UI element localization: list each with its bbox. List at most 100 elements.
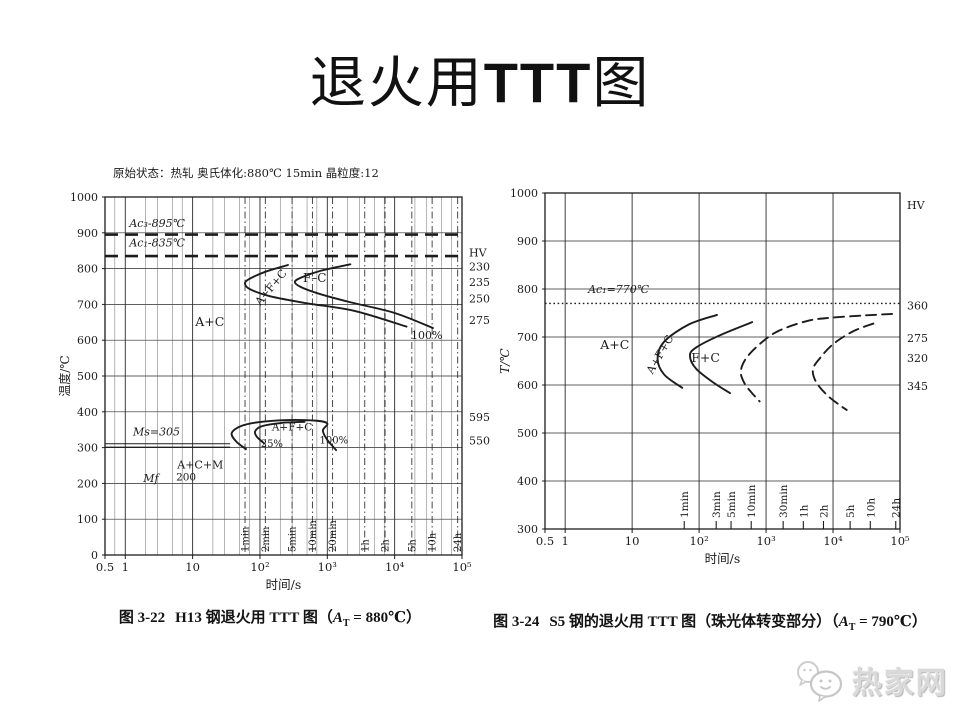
svg-text:3min: 3min (711, 491, 723, 518)
svg-text:A+F+C: A+F+C (271, 421, 313, 433)
svg-text:1000: 1000 (70, 191, 98, 204)
watermark: 热家网 (794, 658, 948, 702)
svg-text:10³: 10³ (318, 560, 338, 574)
svg-text:30min: 30min (778, 484, 790, 518)
svg-text:2min: 2min (261, 526, 272, 552)
svg-text:10: 10 (625, 534, 640, 548)
caption-left-number: 图 3-22 (118, 610, 166, 626)
svg-text:1h: 1h (360, 539, 371, 552)
svg-text:700: 700 (77, 298, 98, 311)
svg-text:600: 600 (77, 334, 98, 347)
caption-left-symbol: A (332, 610, 343, 626)
chat-bubbles-icon (797, 661, 843, 702)
svg-text:345: 345 (907, 380, 928, 393)
svg-text:10²: 10² (689, 534, 708, 548)
svg-text:1h: 1h (798, 504, 810, 518)
svg-text:A+F+C: A+F+C (252, 267, 290, 309)
svg-text:10⁴: 10⁴ (385, 560, 405, 574)
svg-text:300: 300 (517, 523, 538, 536)
title-text-post: 图 (592, 53, 651, 115)
caption-right-subscript: T (848, 622, 856, 633)
svg-text:25%: 25% (261, 439, 283, 450)
svg-text:10min: 10min (308, 520, 319, 552)
svg-text:200: 200 (77, 477, 98, 490)
svg-text:800: 800 (517, 283, 538, 296)
svg-text:900: 900 (77, 227, 98, 240)
svg-text:100%: 100% (320, 435, 349, 446)
svg-text:T/℃: T/℃ (498, 348, 512, 374)
svg-text:A+C: A+C (599, 337, 629, 352)
svg-text:400: 400 (77, 406, 98, 419)
title-text-pre: 退火用 (309, 53, 484, 115)
svg-text:550: 550 (469, 434, 490, 447)
svg-text:10: 10 (185, 560, 200, 574)
svg-text:275: 275 (907, 332, 928, 345)
svg-text:595: 595 (469, 411, 490, 424)
svg-text:A+C+M: A+C+M (176, 459, 223, 472)
svg-text:0: 0 (91, 549, 98, 562)
svg-text:0.5: 0.5 (536, 534, 554, 548)
svg-text:1000: 1000 (510, 187, 538, 200)
svg-text:时间/s: 时间/s (266, 577, 302, 592)
watermark-text: 热家网 (852, 667, 948, 700)
svg-text:Ac₃-895℃: Ac₃-895℃ (128, 217, 185, 230)
caption-left-body: H13 钢退火用 TTT 图（ (175, 610, 333, 626)
svg-text:时间/s: 时间/s (705, 551, 741, 566)
svg-text:1min: 1min (241, 526, 252, 552)
svg-text:600: 600 (517, 379, 538, 392)
svg-text:Mf: Mf (142, 472, 160, 485)
svg-text:100: 100 (77, 513, 98, 526)
svg-text:0.5: 0.5 (96, 560, 114, 574)
svg-text:10min: 10min (746, 484, 758, 518)
svg-text:5min: 5min (288, 526, 299, 552)
svg-text:5h: 5h (407, 539, 418, 552)
svg-text:F–C: F–C (303, 271, 327, 285)
svg-text:1: 1 (122, 560, 129, 574)
svg-text:10⁵: 10⁵ (452, 560, 472, 574)
svg-text:Ms=305: Ms=305 (132, 425, 180, 438)
svg-text:20min: 20min (328, 520, 339, 552)
svg-text:800: 800 (77, 263, 98, 276)
svg-text:900: 900 (517, 235, 538, 248)
svg-text:10³: 10³ (756, 534, 776, 548)
title-text-ttt: TTT (483, 51, 593, 114)
caption-figure-3-24: 图 3-24 S5 钢的退火用 TTT 图（珠光体转变部分）（AT = 790℃） (470, 610, 950, 633)
svg-text:F+C: F+C (691, 350, 720, 365)
caption-figure-3-22: 图 3-22 H13 钢退火用 TTT 图（AT = 880℃） (50, 606, 490, 629)
caption-right-symbol: A (838, 614, 849, 630)
svg-text:10²: 10² (250, 560, 269, 574)
svg-text:400: 400 (517, 475, 538, 488)
svg-text:10⁵: 10⁵ (890, 534, 910, 548)
svg-text:24h: 24h (891, 498, 903, 518)
svg-text:1: 1 (561, 534, 568, 548)
svg-text:1min: 1min (679, 491, 691, 518)
svg-text:10h: 10h (865, 498, 877, 518)
svg-text:Ac₁=770℃: Ac₁=770℃ (587, 283, 650, 296)
svg-text:10⁴: 10⁴ (823, 534, 843, 548)
svg-text:5h: 5h (845, 504, 857, 518)
svg-text:300: 300 (77, 442, 98, 455)
svg-text:A+F+C: A+F+C (643, 333, 676, 377)
svg-text:250: 250 (469, 293, 490, 306)
ttt-chart-s5: 1min 3min 5min 10min 30min 1h 2h 5h 10h 24h Ac₁=77… (498, 187, 928, 566)
caption-right-tail: = 790℃） (855, 614, 927, 630)
svg-text:温度/℃: 温度/℃ (57, 355, 72, 396)
svg-text:5min: 5min (726, 491, 738, 518)
svg-text:2h: 2h (818, 504, 830, 518)
svg-text:360: 360 (907, 299, 928, 312)
caption-left-tail: = 880℃） (349, 610, 422, 626)
caption-right-number: 图 3-24 (493, 614, 540, 630)
caption-left-subscript: T (342, 618, 350, 629)
svg-text:700: 700 (517, 331, 538, 344)
svg-text:500: 500 (517, 427, 538, 440)
svg-text:2h: 2h (381, 539, 392, 552)
slide-title: 退火用TTT图 (0, 38, 960, 119)
svg-text:200: 200 (176, 472, 196, 484)
svg-text:HV: HV (907, 199, 926, 212)
svg-text:500: 500 (77, 370, 98, 383)
svg-text:24h: 24h (453, 532, 464, 552)
svg-text:275: 275 (469, 314, 490, 327)
svg-text:100%: 100% (411, 329, 442, 342)
svg-text:A+C: A+C (194, 314, 224, 329)
